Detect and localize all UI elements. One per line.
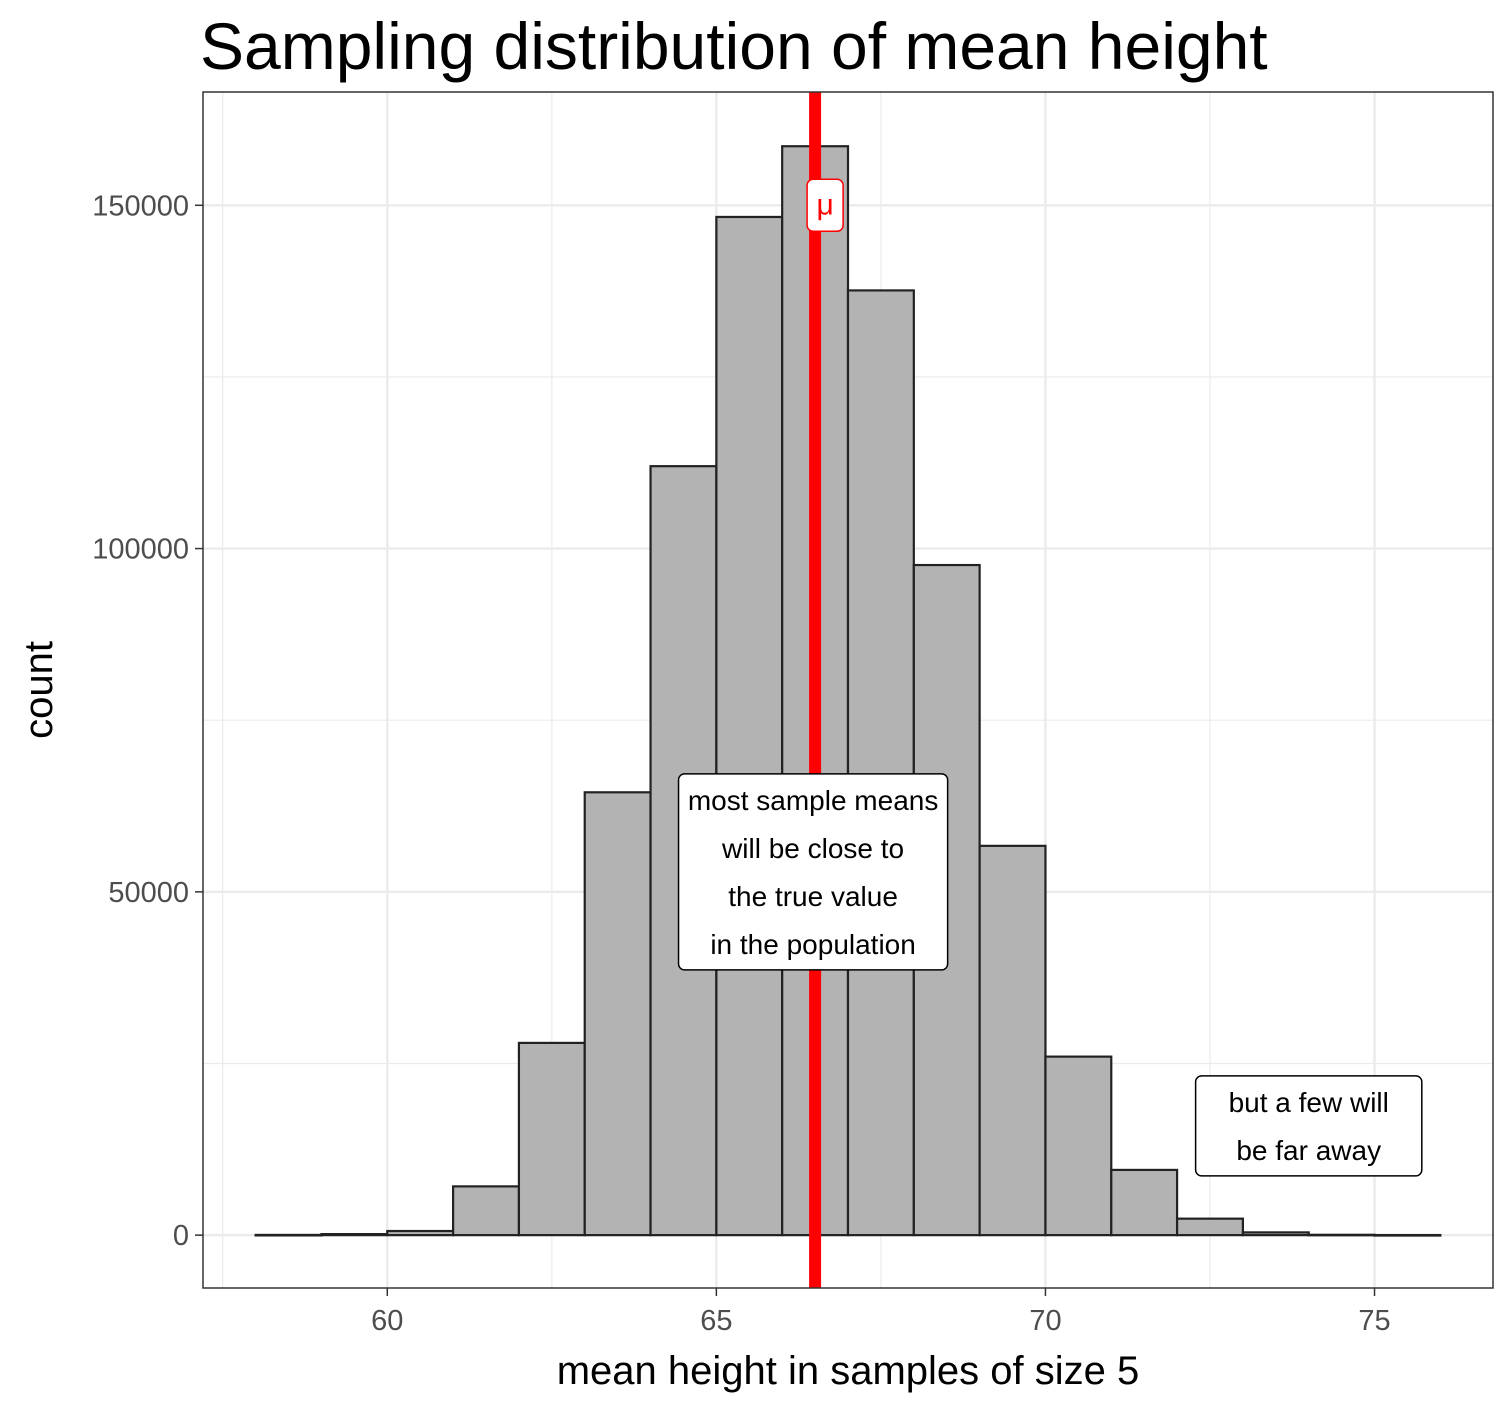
histogram-bar [1373,1233,1442,1237]
y-tick-label: 150000 [92,190,189,222]
histogram-bar [517,1041,586,1237]
annotation-text-line: in the population [710,929,916,960]
histogram-bar [583,791,652,1237]
chart-title: Sampling distribution of mean height [200,9,1268,83]
x-tick-label: 65 [700,1305,732,1337]
x-tick-label: 70 [1029,1305,1061,1337]
annotation-text-line: but a few will [1229,1087,1389,1118]
histogram-bar [254,1233,323,1237]
annotation-box-center [677,773,949,971]
annotation-box-tail [1194,1075,1423,1177]
annotation-text-line: the true value [728,881,898,912]
histogram-bar [1110,1168,1179,1237]
histogram-bar [452,1185,521,1237]
mu-label-box [806,178,844,233]
histogram-bar [1241,1231,1310,1237]
x-tick-label: 60 [371,1305,403,1337]
histogram-bar [320,1233,389,1237]
y-tick-label: 0 [173,1220,189,1252]
annotation-text-line: most sample means [688,785,939,816]
histogram-bar [846,289,915,1237]
annotation-text-line: will be close to [721,833,904,864]
y-axis-title: count [17,641,61,739]
x-tick-label: 75 [1358,1305,1390,1337]
annotation-text-line: be far away [1236,1135,1381,1166]
histogram-bar [978,844,1047,1237]
histogram-bar [1175,1217,1244,1237]
x-axis-title: mean height in samples of size 5 [557,1349,1140,1393]
histogram-bar [1044,1055,1113,1237]
histogram-bar [386,1229,455,1237]
histogram-bar [715,215,784,1237]
y-tick-label: 50000 [108,877,189,909]
panel-border [202,91,1494,1289]
histogram-bar [1307,1233,1376,1237]
y-tick-label: 100000 [92,534,189,566]
mu-label: μ [816,188,833,221]
